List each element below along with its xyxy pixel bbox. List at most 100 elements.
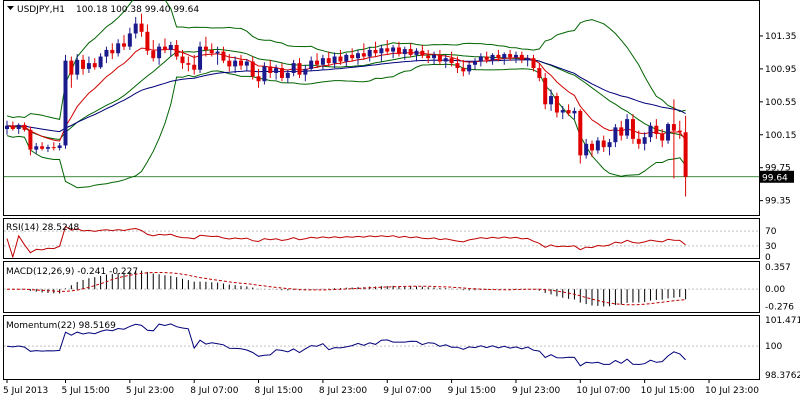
bull-candle <box>379 48 384 54</box>
momentum-line <box>6 323 686 367</box>
bear-candle <box>660 133 665 141</box>
bull-candle <box>490 54 495 60</box>
macd-tick-label: -0.276 <box>765 302 794 312</box>
momentum-tick-label: 98.3762 <box>765 371 800 381</box>
bear-candle <box>151 50 156 59</box>
bear-candle <box>654 125 659 134</box>
ohlc-readout: 100.18 100.38 99.40 99.64 <box>76 5 199 15</box>
time-tick-label: 5 Jul 23:00 <box>126 386 175 396</box>
bull-candle <box>233 60 238 67</box>
bull-candle <box>356 53 360 59</box>
bear-candle <box>543 77 548 105</box>
dropdown-arrow-icon[interactable] <box>7 6 14 10</box>
bull-candle <box>285 73 290 78</box>
bear-candle <box>437 54 442 62</box>
bull-candle <box>309 60 314 69</box>
price-tick-label: 101.35 <box>765 32 797 42</box>
momentum-label: Momentum(22) 98.5169 <box>6 321 116 331</box>
bear-candle <box>630 119 635 139</box>
bull-candle <box>198 46 203 70</box>
momentum-tick-label: 100 <box>765 342 782 352</box>
bull-candle <box>572 110 577 114</box>
rsi-tick-label: 70 <box>765 227 777 237</box>
bull-candle <box>525 58 530 60</box>
bear-candle <box>22 124 27 130</box>
bull-candle <box>274 68 279 73</box>
bear-candle <box>578 110 583 156</box>
symbol-label: USDJPY,H1 <box>17 5 65 15</box>
price-pane-frame <box>3 0 760 216</box>
bear-candle <box>420 50 425 56</box>
bull-candle <box>549 96 554 105</box>
bear-candle <box>51 147 56 149</box>
bull-candle <box>666 124 671 141</box>
bear-candle <box>203 46 208 50</box>
bear-candle <box>519 54 524 60</box>
time-tick-label: 10 Jul 23:00 <box>705 386 759 396</box>
bear-candle <box>174 45 179 57</box>
bear-candle <box>145 31 150 51</box>
bear-candle <box>239 60 243 66</box>
bull-candle <box>291 63 296 73</box>
bull-candle <box>57 145 62 148</box>
time-tick-label: 8 Jul 07:00 <box>190 386 239 396</box>
bull-candle <box>86 63 91 69</box>
bear-candle <box>256 76 261 82</box>
bollinger-lower-line <box>6 63 686 189</box>
bull-candle <box>262 66 267 82</box>
bear-candle <box>162 46 167 50</box>
bull-candle <box>75 59 80 75</box>
last-price-tag <box>760 170 794 183</box>
bull-candle <box>414 50 419 55</box>
bull-candle <box>584 143 589 156</box>
bull-candle <box>116 43 121 54</box>
bull-candle <box>98 56 103 68</box>
rsi-label: RSI(14) 28.5248 <box>6 223 79 233</box>
bull-candle <box>391 47 396 52</box>
bull-candle <box>467 64 472 72</box>
bull-candle <box>45 147 50 149</box>
rsi-tick-label: 0 <box>765 253 771 263</box>
macd-pane-content: 0.357 0.00 -0.276 <box>4 263 794 312</box>
bear-candle <box>455 63 460 69</box>
time-tick-label: 5 Jul 15:00 <box>62 386 111 396</box>
bull-candle <box>5 125 9 129</box>
bear-candle <box>209 49 214 54</box>
slow-moving-average-line <box>6 59 686 133</box>
bull-candle <box>320 58 325 65</box>
bear-candle <box>338 56 343 62</box>
bull-candle <box>513 54 518 58</box>
rsi-tick-label: 30 <box>765 242 777 252</box>
bull-candle <box>16 124 21 129</box>
bear-candle <box>250 61 255 77</box>
bear-candle <box>192 64 197 70</box>
bollinger-upper-line <box>6 0 686 121</box>
candles <box>5 13 688 197</box>
bollinger-bands <box>6 0 686 189</box>
bear-candle <box>361 53 366 57</box>
price-axis: 101.35 100.95 100.55 100.15 99.75 99.35 <box>759 32 797 207</box>
bull-candle <box>502 54 507 59</box>
bull-candle <box>133 23 138 34</box>
macd-tick-label: 0.357 <box>765 263 791 273</box>
bear-candle <box>122 43 126 47</box>
bear-candle <box>186 63 191 65</box>
bear-candle <box>180 56 185 64</box>
bull-candle <box>478 56 483 62</box>
bear-candle <box>40 146 45 149</box>
bull-candle <box>473 61 477 65</box>
bull-candle <box>344 54 349 62</box>
macd-pane-frame <box>3 261 760 313</box>
bear-candle <box>590 143 594 151</box>
bear-candle <box>92 63 97 68</box>
price-tick-label: 100.15 <box>765 131 797 141</box>
bear-candle <box>315 60 320 65</box>
bear-candle <box>373 49 378 54</box>
bear-candle <box>227 60 232 67</box>
bear-candle <box>297 63 302 75</box>
